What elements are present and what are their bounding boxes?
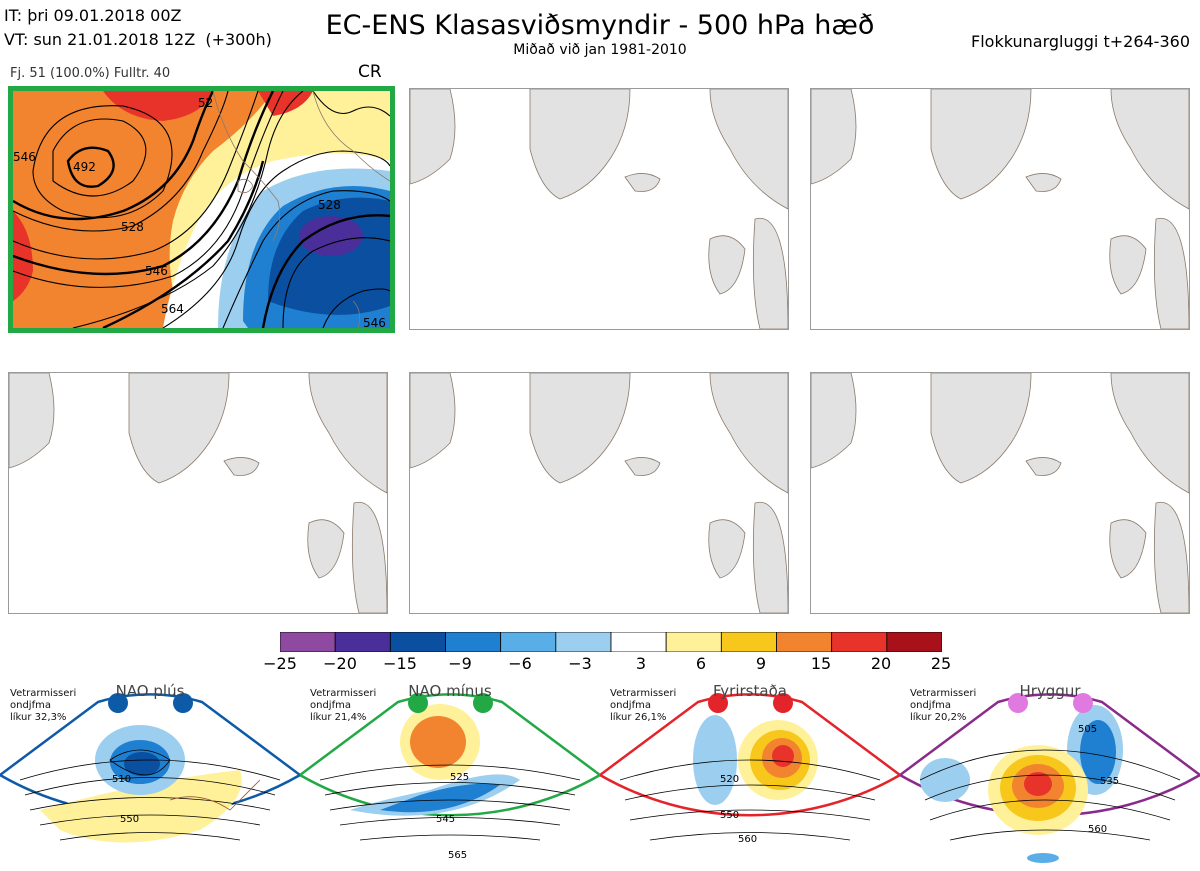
colorbar-swatch [610, 632, 667, 652]
contour-label: 52 [198, 96, 213, 110]
contour-label: 550 [720, 810, 739, 821]
cluster-map-5[interactable] [409, 372, 789, 614]
colorbar-swatch [831, 632, 888, 652]
contour-label: 520 [720, 774, 739, 785]
contour-label: 550 [120, 814, 139, 825]
contour-label: 492 [73, 160, 96, 174]
regime-sector-map: 520 550 560 [600, 693, 900, 845]
base-map [410, 89, 788, 329]
base-map [811, 373, 1189, 613]
contour-label: 546 [145, 264, 168, 278]
page-title: EC-ENS Klasasviðsmyndir - 500 hPa hæð [325, 10, 875, 41]
colorbar-tick: −3 [568, 654, 592, 673]
regime-nao-minus[interactable]: 525 545 565 NAO mínus Vetrarmisseri ondj… [300, 680, 600, 870]
contour-label: 564 [161, 302, 184, 316]
colorbar-swatch [720, 632, 777, 652]
regime-title: NAO plús [115, 682, 185, 700]
regime-info: Vetrarmisseri ondjfma líkur 32,3% [10, 688, 77, 723]
regime-title: Fyrirstaða [713, 682, 787, 700]
regime-title: NAO mínus [408, 682, 492, 700]
base-map [410, 373, 788, 613]
colorbar-swatch [555, 632, 612, 652]
regime-info: Vetrarmisseri ondjfma líkur 26,1% [610, 688, 677, 723]
contour-label: 505 [1078, 724, 1097, 735]
base-map [811, 89, 1189, 329]
colorbar-tick: −20 [323, 654, 357, 673]
contour-label: 546 [363, 316, 386, 328]
contour-label: 528 [318, 198, 341, 212]
colorbar-swatch [445, 632, 502, 652]
colorbar-tick: −15 [383, 654, 417, 673]
colorbar-tick: 15 [810, 654, 832, 673]
regime-blocking[interactable]: 520 550 560 Fyrirstaða Vetrarmisseri ond… [600, 680, 900, 870]
cluster-map-3[interactable] [810, 88, 1190, 330]
anomaly-field-map: 492 528 546 564 528 546 546 52 [13, 91, 390, 328]
colorbar-swatch [389, 632, 446, 652]
regime-sector-map: 510 550 [0, 693, 300, 843]
colorbar-tick: 6 [695, 654, 707, 673]
colorbar-swatch [334, 632, 391, 652]
regime-nao-plus[interactable]: 510 550 NAO plús Vetrarmisseri ondjfma l… [0, 680, 300, 870]
base-map [9, 373, 387, 613]
colorbar-swatches [280, 632, 942, 652]
cluster-code: CR [358, 62, 382, 82]
valid-time: VT: sun 21.01.2018 12Z (+300h) [4, 30, 272, 49]
contour-label: 525 [450, 772, 469, 783]
regime-title: Hryggur [1019, 682, 1081, 700]
page-subtitle: Miðað við jan 1981-2010 [513, 42, 687, 58]
contour-label: 528 [121, 220, 144, 234]
regime-info: Vetrarmisseri ondjfma líkur 21,4% [310, 688, 377, 723]
regime-ridge[interactable]: 505 535 560 Hryggur Vetrarmisseri ondjfm… [900, 680, 1200, 870]
colorbar-swatch [665, 632, 722, 652]
colorbar-tick: 9 [755, 654, 767, 673]
contour-label: 546 [13, 150, 36, 164]
colorbar-tick: −6 [508, 654, 532, 673]
regime-sector-map: 525 545 565 [300, 693, 600, 861]
contour-label: 545 [436, 814, 455, 825]
regime-info: Vetrarmisseri ondjfma líkur 20,2% [910, 688, 977, 723]
contour-label: 510 [112, 774, 131, 785]
colorbar-swatch [500, 632, 557, 652]
contour-label: 560 [1088, 824, 1107, 835]
init-valid-time: IT: þri 09.01.2018 00Z VT: sun 21.01.2018… [4, 4, 272, 52]
regime-sector-map: 505 535 560 [900, 693, 1200, 863]
cluster-map-2[interactable] [409, 88, 789, 330]
cluster-map-4[interactable] [8, 372, 388, 614]
contour-label: 565 [448, 850, 467, 861]
cluster-label: Fj. 51 (100.0%) Fulltr. 40 [10, 66, 171, 81]
anomaly-colorbar [280, 632, 942, 652]
cluster-map-1[interactable]: 492 528 546 564 528 546 546 52 [8, 86, 395, 333]
classification-window: Flokkunargluggi t+264-360 [971, 32, 1190, 51]
colorbar-tick: −9 [448, 654, 472, 673]
cluster-map-6[interactable] [810, 372, 1190, 614]
colorbar-swatch [776, 632, 833, 652]
colorbar-tick: 25 [930, 654, 952, 673]
colorbar-tick: 3 [635, 654, 647, 673]
colorbar-tick: −25 [263, 654, 297, 673]
init-time: IT: þri 09.01.2018 00Z [4, 6, 182, 25]
colorbar-swatch [886, 632, 942, 652]
contour-label: 535 [1100, 776, 1119, 787]
colorbar-tick: 20 [870, 654, 892, 673]
colorbar-swatch [280, 632, 336, 652]
contour-label: 560 [738, 834, 757, 845]
